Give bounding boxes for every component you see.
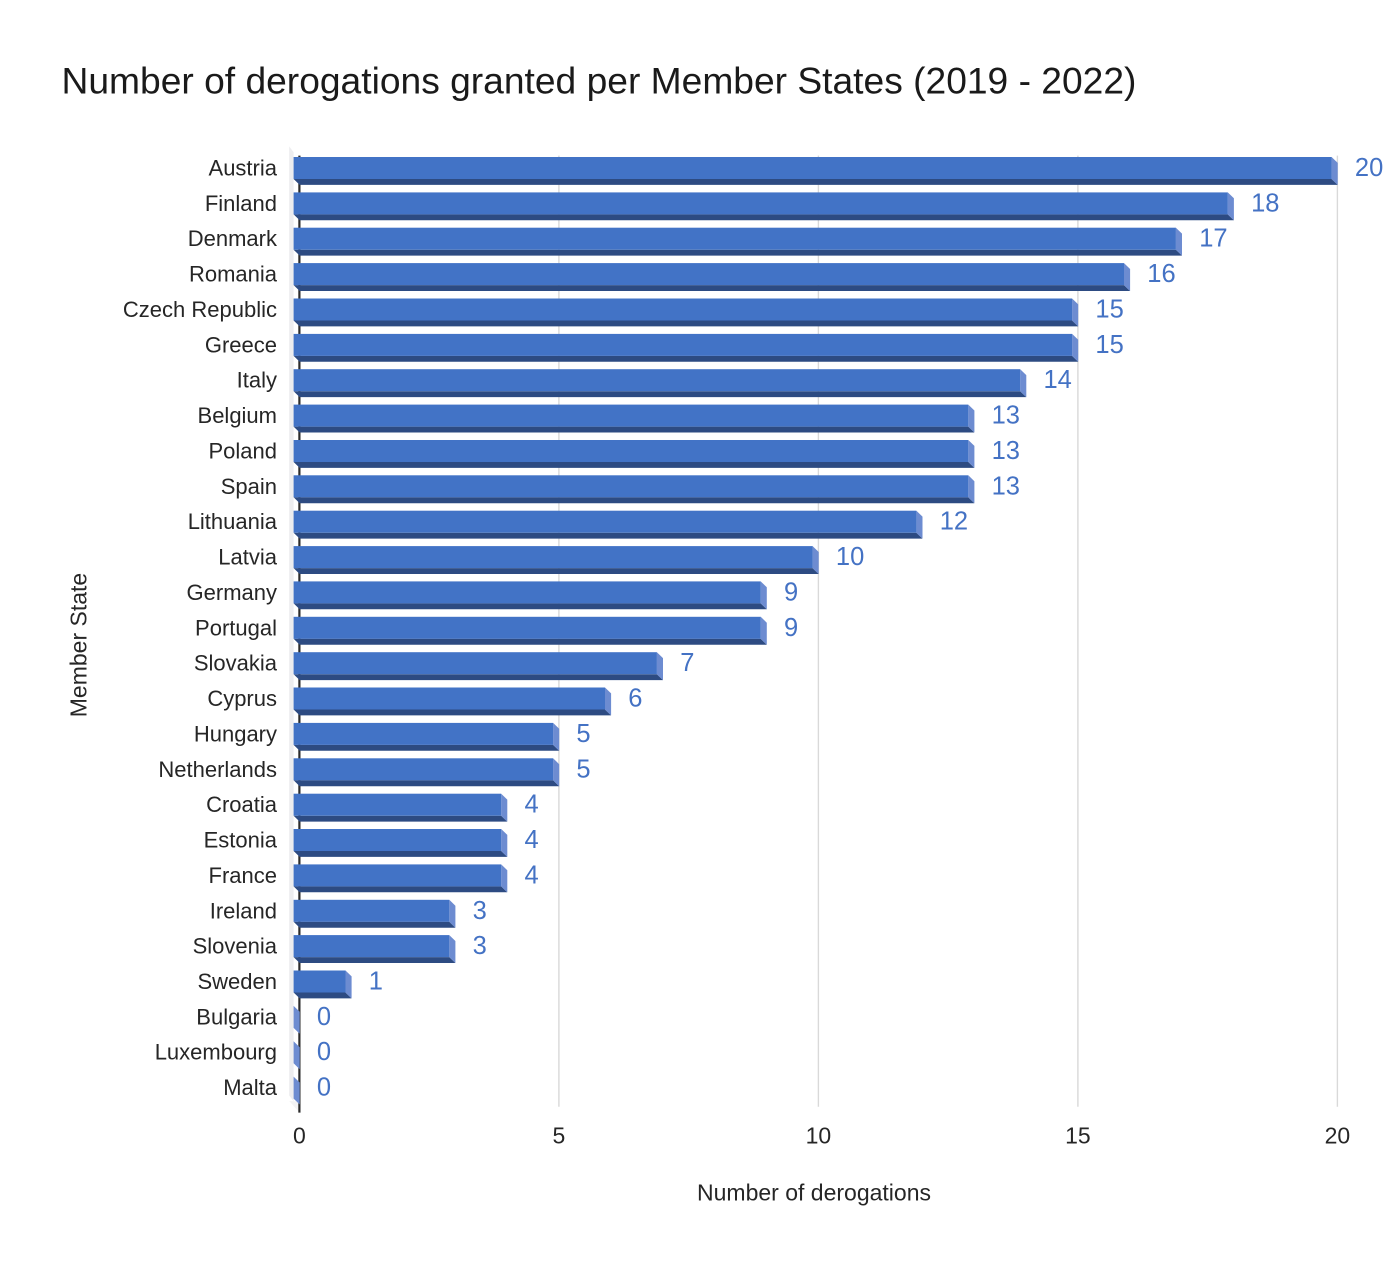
svg-text:Austria: Austria	[209, 156, 278, 181]
svg-text:Malta: Malta	[223, 1075, 278, 1100]
svg-text:5: 5	[576, 755, 590, 783]
svg-text:7: 7	[680, 649, 694, 677]
svg-text:9: 9	[784, 578, 798, 606]
svg-text:4: 4	[525, 861, 539, 889]
svg-text:10: 10	[806, 1123, 832, 1149]
svg-text:5: 5	[553, 1123, 566, 1149]
svg-text:15: 15	[1065, 1123, 1091, 1149]
svg-text:0: 0	[317, 1074, 331, 1102]
svg-text:6: 6	[628, 685, 642, 713]
svg-text:9: 9	[784, 614, 798, 642]
svg-text:Latvia: Latvia	[218, 545, 277, 570]
svg-text:20: 20	[1325, 1123, 1351, 1149]
svg-text:Denmark: Denmark	[188, 226, 278, 251]
svg-text:17: 17	[1199, 225, 1227, 253]
svg-text:15: 15	[1095, 296, 1123, 324]
svg-text:Czech Republic: Czech Republic	[123, 297, 277, 322]
svg-text:13: 13	[992, 402, 1020, 430]
svg-text:5: 5	[576, 720, 590, 748]
svg-text:13: 13	[992, 437, 1020, 465]
svg-text:18: 18	[1251, 189, 1279, 217]
svg-text:Finland: Finland	[205, 191, 277, 216]
svg-text:0: 0	[317, 1038, 331, 1066]
svg-text:3: 3	[473, 897, 487, 925]
svg-text:Lithuania: Lithuania	[188, 509, 278, 534]
svg-text:Number of derogations granted: Number of derogations granted per Member…	[62, 60, 1137, 102]
svg-text:Ireland: Ireland	[210, 898, 277, 923]
svg-text:Romania: Romania	[189, 262, 278, 287]
svg-text:Bulgaria: Bulgaria	[196, 1004, 277, 1029]
svg-text:3: 3	[473, 932, 487, 960]
svg-text:Slovakia: Slovakia	[194, 651, 278, 676]
svg-text:Poland: Poland	[208, 439, 277, 464]
svg-text:15: 15	[1095, 331, 1123, 359]
svg-text:Belgium: Belgium	[198, 403, 277, 428]
svg-text:14: 14	[1044, 366, 1072, 394]
svg-text:16: 16	[1147, 260, 1175, 288]
svg-text:13: 13	[992, 472, 1020, 500]
svg-text:0: 0	[293, 1123, 306, 1149]
svg-text:10: 10	[836, 543, 864, 571]
svg-text:Cyprus: Cyprus	[207, 686, 277, 711]
svg-text:Estonia: Estonia	[204, 828, 278, 853]
svg-text:Hungary: Hungary	[194, 721, 277, 746]
svg-text:Italy: Italy	[237, 368, 277, 393]
svg-text:Luxembourg: Luxembourg	[155, 1040, 277, 1065]
svg-text:12: 12	[940, 508, 968, 536]
svg-text:Portugal: Portugal	[195, 615, 277, 640]
svg-text:Member State: Member State	[66, 573, 92, 717]
svg-text:Germany: Germany	[187, 580, 277, 605]
svg-text:Slovenia: Slovenia	[193, 934, 278, 959]
svg-text:Greece: Greece	[205, 332, 277, 357]
svg-text:4: 4	[525, 826, 539, 854]
svg-text:Netherlands: Netherlands	[158, 757, 277, 782]
svg-text:4: 4	[525, 791, 539, 819]
svg-text:Sweden: Sweden	[197, 969, 277, 994]
svg-text:0: 0	[317, 1003, 331, 1031]
svg-text:Spain: Spain	[221, 474, 277, 499]
svg-text:1: 1	[369, 968, 383, 996]
svg-text:20: 20	[1355, 154, 1383, 182]
svg-text:Croatia: Croatia	[206, 792, 278, 817]
svg-text:France: France	[209, 863, 277, 888]
svg-text:Number of derogations: Number of derogations	[697, 1180, 931, 1206]
